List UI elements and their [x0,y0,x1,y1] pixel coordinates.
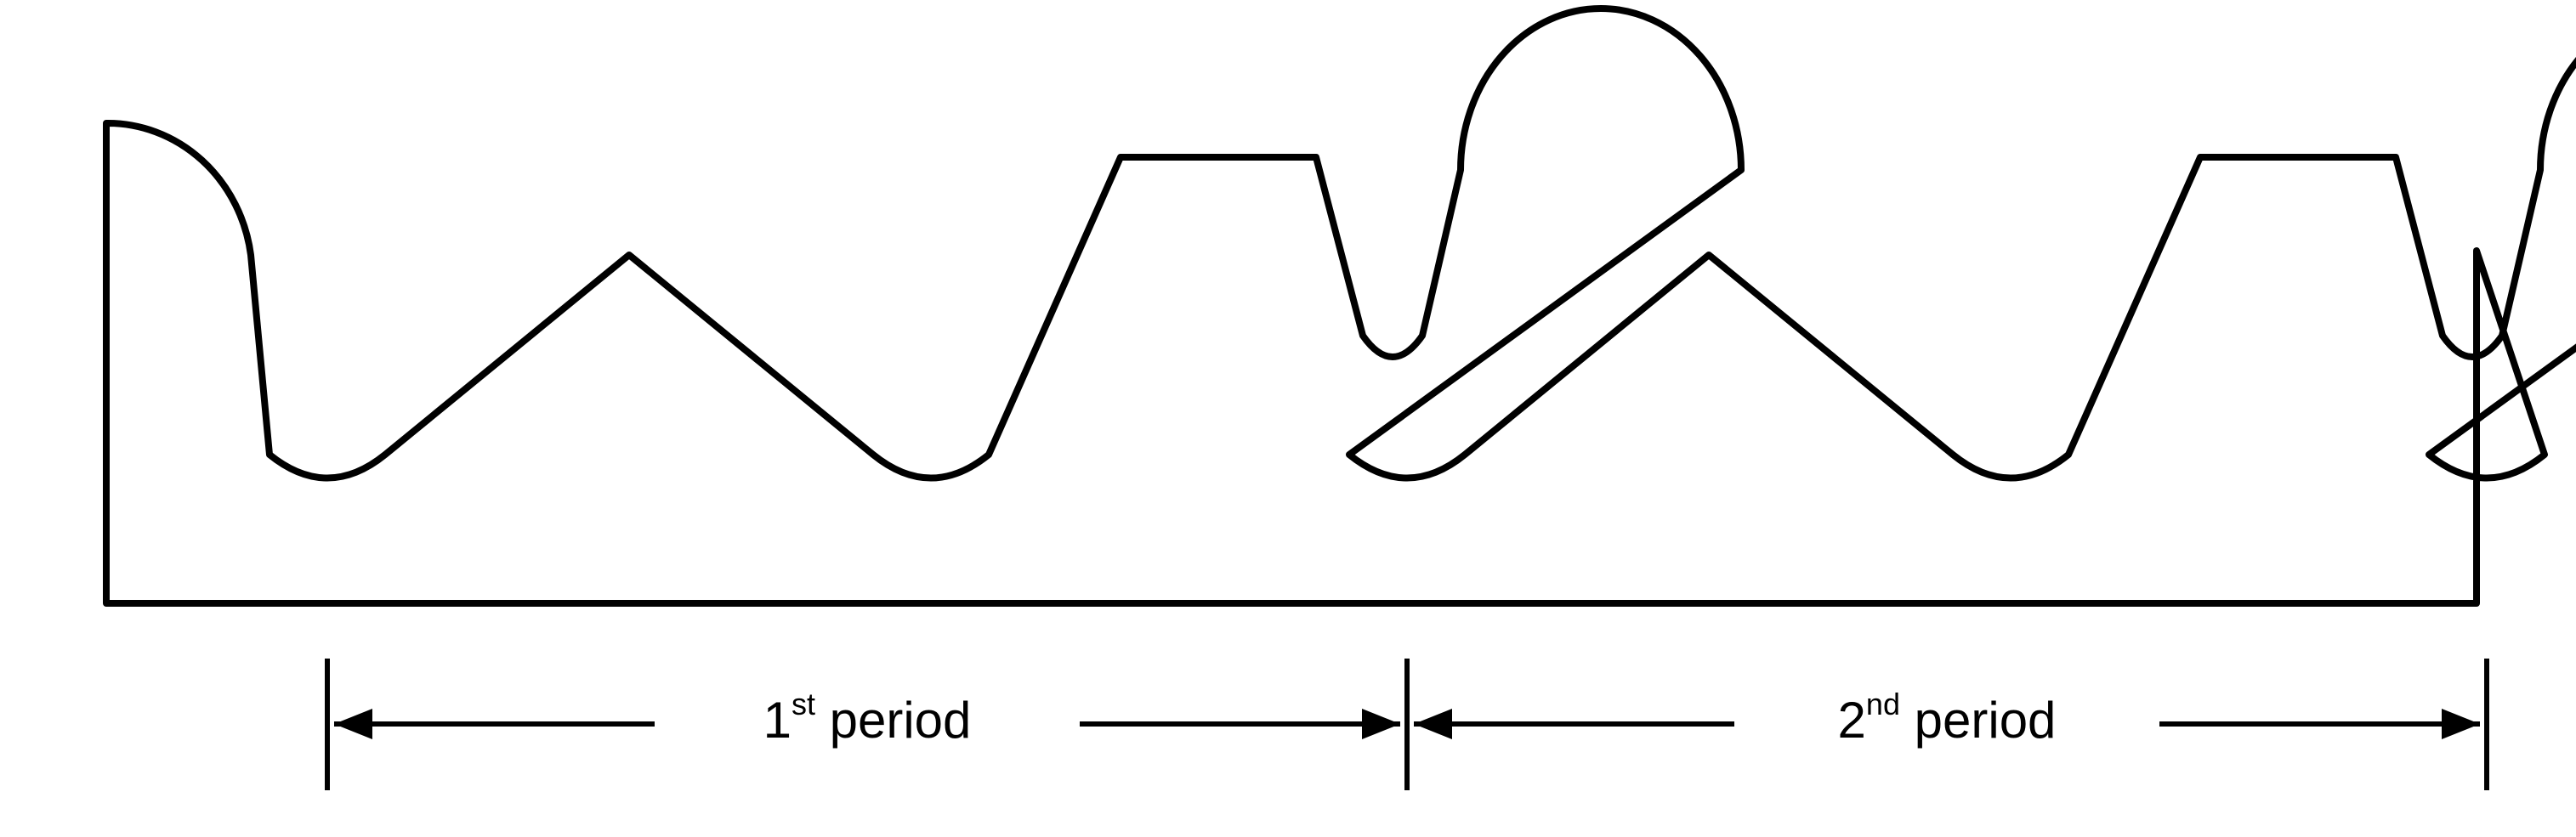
period-2-arrow-right [2442,709,2480,739]
period-2-arrow-left [1414,709,1452,739]
period-1-label: 1st period [763,687,972,749]
waveform-path [106,8,2576,603]
period-1-arrow-left [334,709,372,739]
period-1-arrow-right [1362,709,1400,739]
period-2-label: 2nd period [1838,687,2057,749]
